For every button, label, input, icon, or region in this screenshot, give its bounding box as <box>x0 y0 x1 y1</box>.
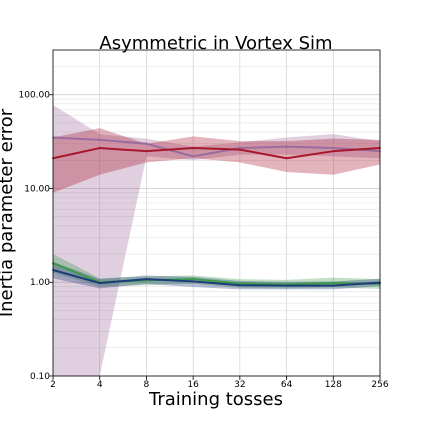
y-tick-label-1: 1.00 <box>30 278 50 288</box>
series-1-point-2 <box>145 150 148 153</box>
series-0-point-3 <box>192 155 195 158</box>
series-3-point-3 <box>192 280 195 283</box>
series-lines <box>52 136 381 287</box>
series-1-point-5 <box>285 157 288 160</box>
series-3-point-4 <box>238 284 241 287</box>
series-0-point-5 <box>285 145 288 148</box>
series-0-band <box>53 104 380 376</box>
series-0-point-6 <box>332 147 335 149</box>
series-2-point-3 <box>192 278 195 281</box>
series-2-point-4 <box>238 282 241 285</box>
series-1-point-3 <box>192 147 195 149</box>
series-3-point-1 <box>98 282 101 284</box>
series-3-line <box>52 269 381 287</box>
series-1-point-4 <box>238 148 241 151</box>
x-tick-label-6: 128 <box>325 380 342 390</box>
x-tick-label-7: 256 <box>371 380 388 390</box>
x-tick-label-3: 16 <box>187 380 199 390</box>
series-3-point-2 <box>145 278 148 281</box>
y-tick-label-3: 100.00 <box>19 91 51 101</box>
x-ticks: 2 4 8 16 32 64 128 256 <box>50 376 389 390</box>
series-3-point-6 <box>332 284 335 287</box>
x-axis-label: Training tosses <box>148 389 283 410</box>
series-1-line <box>52 147 381 160</box>
x-tick-label-4: 32 <box>234 380 245 390</box>
series-0-line <box>52 136 381 158</box>
series-1-point-1 <box>98 147 101 149</box>
series-2-point-6 <box>332 282 335 284</box>
y-tick-label-2: 10.00 <box>24 184 50 194</box>
x-tick-label-5: 64 <box>281 380 293 390</box>
series-0-point-4 <box>238 147 241 149</box>
plot-frame <box>52 49 381 377</box>
x-tick-label-0: 2 <box>50 380 56 390</box>
series-3-band <box>53 261 380 290</box>
confidence-bands <box>53 104 380 376</box>
x-tick-label-2: 8 <box>144 380 150 390</box>
chart-title: Asymmetric in Vortex Sim <box>99 33 332 54</box>
y-tick-label-0: 0.10 <box>30 372 50 382</box>
y-ticks: 0.10 1.00 10.00 100.00 <box>19 91 53 382</box>
y-axis-label: Inertia parameter error <box>0 108 17 317</box>
x-tick-label-1: 4 <box>97 380 103 390</box>
series-0-point-1 <box>98 138 101 141</box>
series-3-point-5 <box>285 284 288 287</box>
series-1-point-6 <box>332 150 335 153</box>
series-1-band <box>53 128 380 193</box>
series-0-point-2 <box>145 142 148 145</box>
